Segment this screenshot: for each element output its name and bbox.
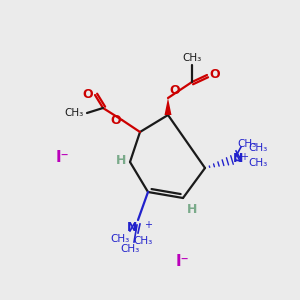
Text: +: + bbox=[240, 152, 248, 162]
Text: N: N bbox=[233, 152, 243, 166]
Text: CH₃: CH₃ bbox=[134, 236, 153, 246]
Text: O: O bbox=[110, 115, 121, 128]
Text: O: O bbox=[169, 84, 180, 97]
Text: CH₃: CH₃ bbox=[248, 158, 267, 168]
Text: I⁻: I⁻ bbox=[175, 254, 189, 269]
Text: I⁻: I⁻ bbox=[55, 151, 69, 166]
Text: O: O bbox=[209, 68, 220, 82]
Text: O: O bbox=[82, 88, 93, 101]
Text: CH₃: CH₃ bbox=[248, 143, 267, 153]
Text: H: H bbox=[116, 154, 126, 166]
Text: N: N bbox=[127, 221, 137, 234]
Text: CH₃: CH₃ bbox=[65, 108, 84, 118]
Polygon shape bbox=[164, 98, 172, 115]
Text: CH₃: CH₃ bbox=[110, 234, 130, 244]
Text: CH₃: CH₃ bbox=[120, 244, 140, 254]
Text: H: H bbox=[187, 203, 197, 216]
Text: +: + bbox=[144, 220, 152, 230]
Text: CH₃: CH₃ bbox=[182, 53, 202, 63]
Text: CH₃: CH₃ bbox=[237, 139, 256, 149]
